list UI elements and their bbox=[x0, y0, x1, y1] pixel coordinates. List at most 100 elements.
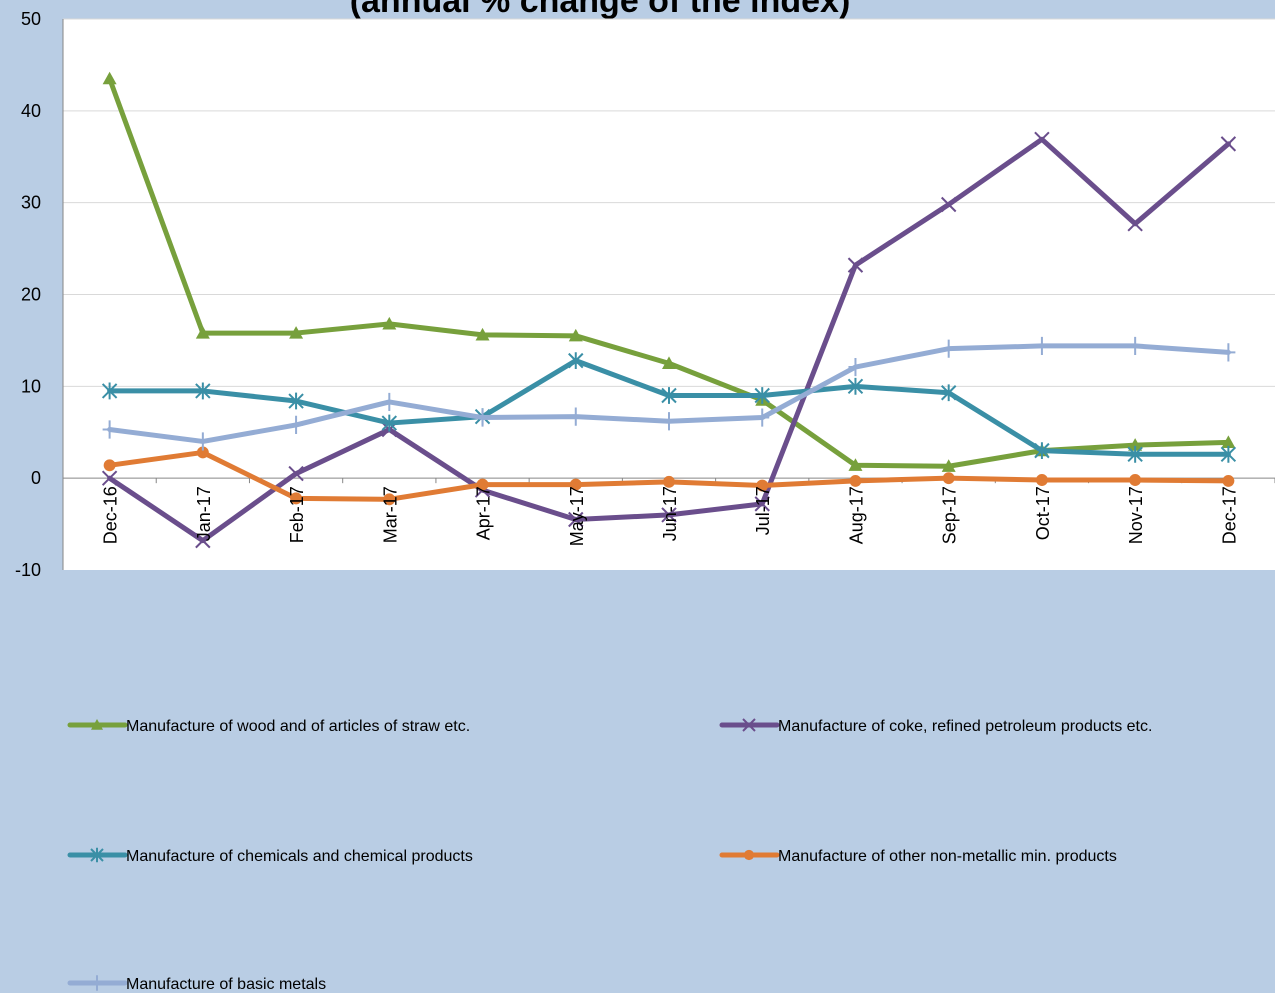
data-point bbox=[568, 352, 584, 370]
x-tick-label: Apr-17 bbox=[474, 486, 494, 540]
legend-marker bbox=[90, 847, 104, 863]
data-point bbox=[476, 478, 489, 491]
data-point bbox=[382, 316, 397, 330]
data-point bbox=[195, 382, 211, 400]
data-point bbox=[381, 414, 398, 432]
data-point bbox=[382, 392, 397, 412]
y-tick-label: 40 bbox=[21, 101, 41, 121]
series-4 bbox=[103, 446, 1235, 506]
data-point bbox=[940, 196, 957, 213]
legend-item: Manufacture of other non-metallic min. p… bbox=[719, 848, 1117, 865]
data-point bbox=[1222, 474, 1235, 487]
data-point bbox=[1221, 435, 1236, 448]
y-tick-label: 50 bbox=[21, 9, 41, 29]
data-point bbox=[1034, 131, 1050, 148]
legend-label: Manufacture of other non-metallic min. p… bbox=[778, 848, 1117, 865]
data-point bbox=[1035, 474, 1048, 486]
x-tick-label: Oct-17 bbox=[1033, 486, 1053, 540]
y-tick-label: 10 bbox=[21, 376, 41, 396]
y-tick-label: 0 bbox=[31, 468, 41, 488]
data-point bbox=[289, 326, 304, 339]
legend-marker bbox=[742, 718, 756, 732]
data-point bbox=[569, 478, 582, 491]
data-point bbox=[1034, 336, 1049, 356]
data-point bbox=[941, 459, 956, 472]
series-5 bbox=[102, 336, 1236, 451]
data-point bbox=[288, 465, 304, 482]
legend-marker bbox=[91, 975, 103, 991]
x-tick-label: Jun-17 bbox=[660, 486, 680, 541]
data-point bbox=[195, 326, 210, 339]
x-tick-label: Jan-17 bbox=[194, 486, 214, 541]
data-point bbox=[1220, 445, 1237, 463]
y-tick-label: 20 bbox=[21, 285, 41, 305]
data-point bbox=[196, 446, 209, 459]
legend-label: Manufacture of basic metals bbox=[126, 976, 326, 993]
data-point bbox=[848, 458, 863, 471]
data-point bbox=[102, 420, 117, 439]
legend-item: Manufacture of wood and of articles of s… bbox=[67, 718, 470, 735]
x-tick-label: Nov-17 bbox=[1126, 486, 1146, 544]
data-point bbox=[102, 71, 117, 85]
data-point bbox=[661, 387, 677, 404]
data-point bbox=[941, 339, 956, 358]
data-point bbox=[195, 532, 211, 549]
data-point bbox=[1127, 216, 1143, 232]
data-point bbox=[1128, 336, 1143, 356]
data-point bbox=[101, 470, 118, 486]
legend-item: Manufacture of coke, refined petroleum p… bbox=[719, 718, 1152, 735]
x-tick-label: Feb-17 bbox=[287, 486, 307, 543]
data-point bbox=[475, 408, 490, 427]
data-point bbox=[661, 507, 677, 523]
data-point bbox=[103, 459, 116, 472]
data-point bbox=[662, 356, 676, 369]
data-point bbox=[101, 382, 118, 400]
legend-item: Manufacture of basic metals bbox=[67, 975, 326, 993]
data-point bbox=[849, 474, 862, 487]
x-tick-label: Dec-16 bbox=[101, 486, 121, 544]
data-point bbox=[847, 257, 864, 273]
data-point bbox=[383, 493, 396, 506]
legend-label: Manufacture of chemicals and chemical pr… bbox=[126, 848, 473, 865]
x-tick-label: Aug-17 bbox=[846, 486, 866, 544]
data-point bbox=[568, 511, 584, 528]
legend-label: Manufacture of coke, refined petroleum p… bbox=[778, 718, 1152, 735]
legend-marker bbox=[743, 849, 755, 861]
legend-item: Manufacture of chemicals and chemical pr… bbox=[67, 847, 473, 865]
data-point bbox=[288, 392, 304, 410]
x-tick-label: Sep-17 bbox=[940, 486, 960, 544]
y-tick-label: 30 bbox=[21, 193, 41, 213]
data-point bbox=[942, 472, 955, 485]
y-tick-label: -10 bbox=[15, 560, 41, 580]
x-tick-label: Mar-17 bbox=[380, 486, 400, 543]
x-tick-label: Jul-17 bbox=[753, 486, 773, 535]
data-point bbox=[1128, 438, 1143, 451]
data-point bbox=[848, 357, 863, 377]
x-tick-label: Dec-17 bbox=[1219, 486, 1239, 544]
data-point bbox=[1220, 136, 1237, 152]
data-point bbox=[1127, 445, 1143, 463]
data-point bbox=[754, 387, 770, 404]
data-point bbox=[662, 412, 676, 431]
data-point bbox=[756, 479, 769, 492]
data-point bbox=[290, 492, 303, 505]
legend-label: Manufacture of wood and of articles of s… bbox=[126, 718, 470, 735]
data-point bbox=[568, 407, 583, 426]
data-point bbox=[568, 328, 583, 342]
data-point bbox=[475, 327, 490, 341]
data-point bbox=[663, 475, 675, 488]
data-point bbox=[755, 408, 770, 427]
data-point bbox=[1221, 343, 1236, 362]
series-3 bbox=[101, 352, 1237, 463]
data-point bbox=[847, 377, 864, 395]
chart-title: (annual % change of the index) bbox=[350, 0, 851, 20]
data-point bbox=[195, 432, 210, 451]
legend-marker bbox=[91, 719, 103, 730]
data-point bbox=[940, 384, 957, 402]
series-2 bbox=[101, 131, 1237, 549]
data-point bbox=[1034, 442, 1050, 460]
x-tick-label: May-17 bbox=[567, 486, 587, 546]
data-point bbox=[289, 415, 304, 435]
